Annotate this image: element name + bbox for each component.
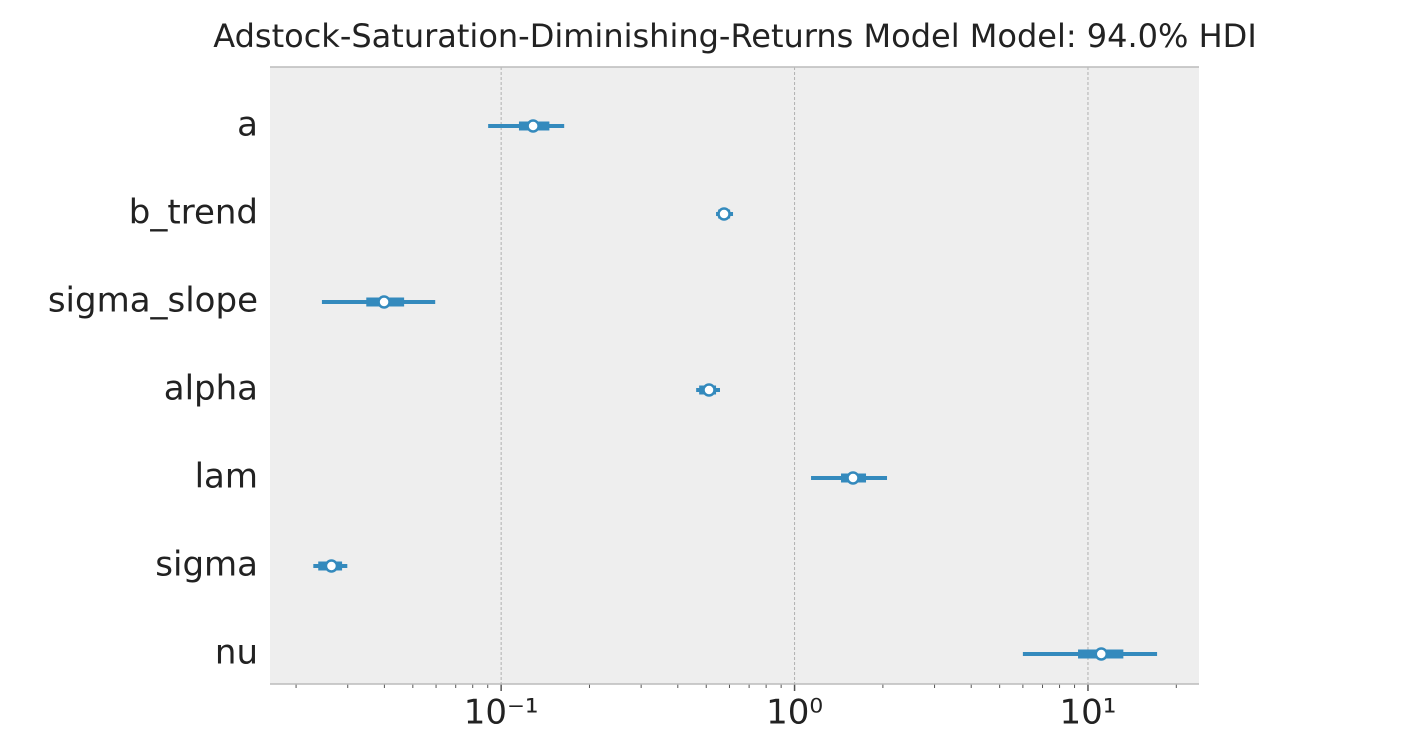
median-point <box>846 471 860 485</box>
y-tick-label: b_trend <box>129 193 258 233</box>
y-tick-label: lam <box>195 457 258 497</box>
median-point <box>717 207 731 221</box>
y-tick-label: sigma_slope <box>48 281 258 321</box>
y-tick-label: sigma <box>155 545 258 585</box>
plot-area <box>270 67 1199 684</box>
x-tick-label: 10⁻¹ <box>464 693 539 733</box>
median-point <box>377 295 391 309</box>
median-point <box>526 119 540 133</box>
x-tick-label: 10⁰ <box>766 693 823 733</box>
median-point <box>1094 647 1109 661</box>
median-point <box>702 383 716 397</box>
y-tick-label: nu <box>215 633 258 673</box>
y-tick-label: a <box>237 105 258 145</box>
chart-title: Adstock-Saturation-Diminishing-Returns M… <box>213 17 1257 55</box>
median-point <box>324 559 339 573</box>
x-tick-label: 10¹ <box>1060 693 1117 733</box>
y-tick-label: alpha <box>164 369 258 409</box>
